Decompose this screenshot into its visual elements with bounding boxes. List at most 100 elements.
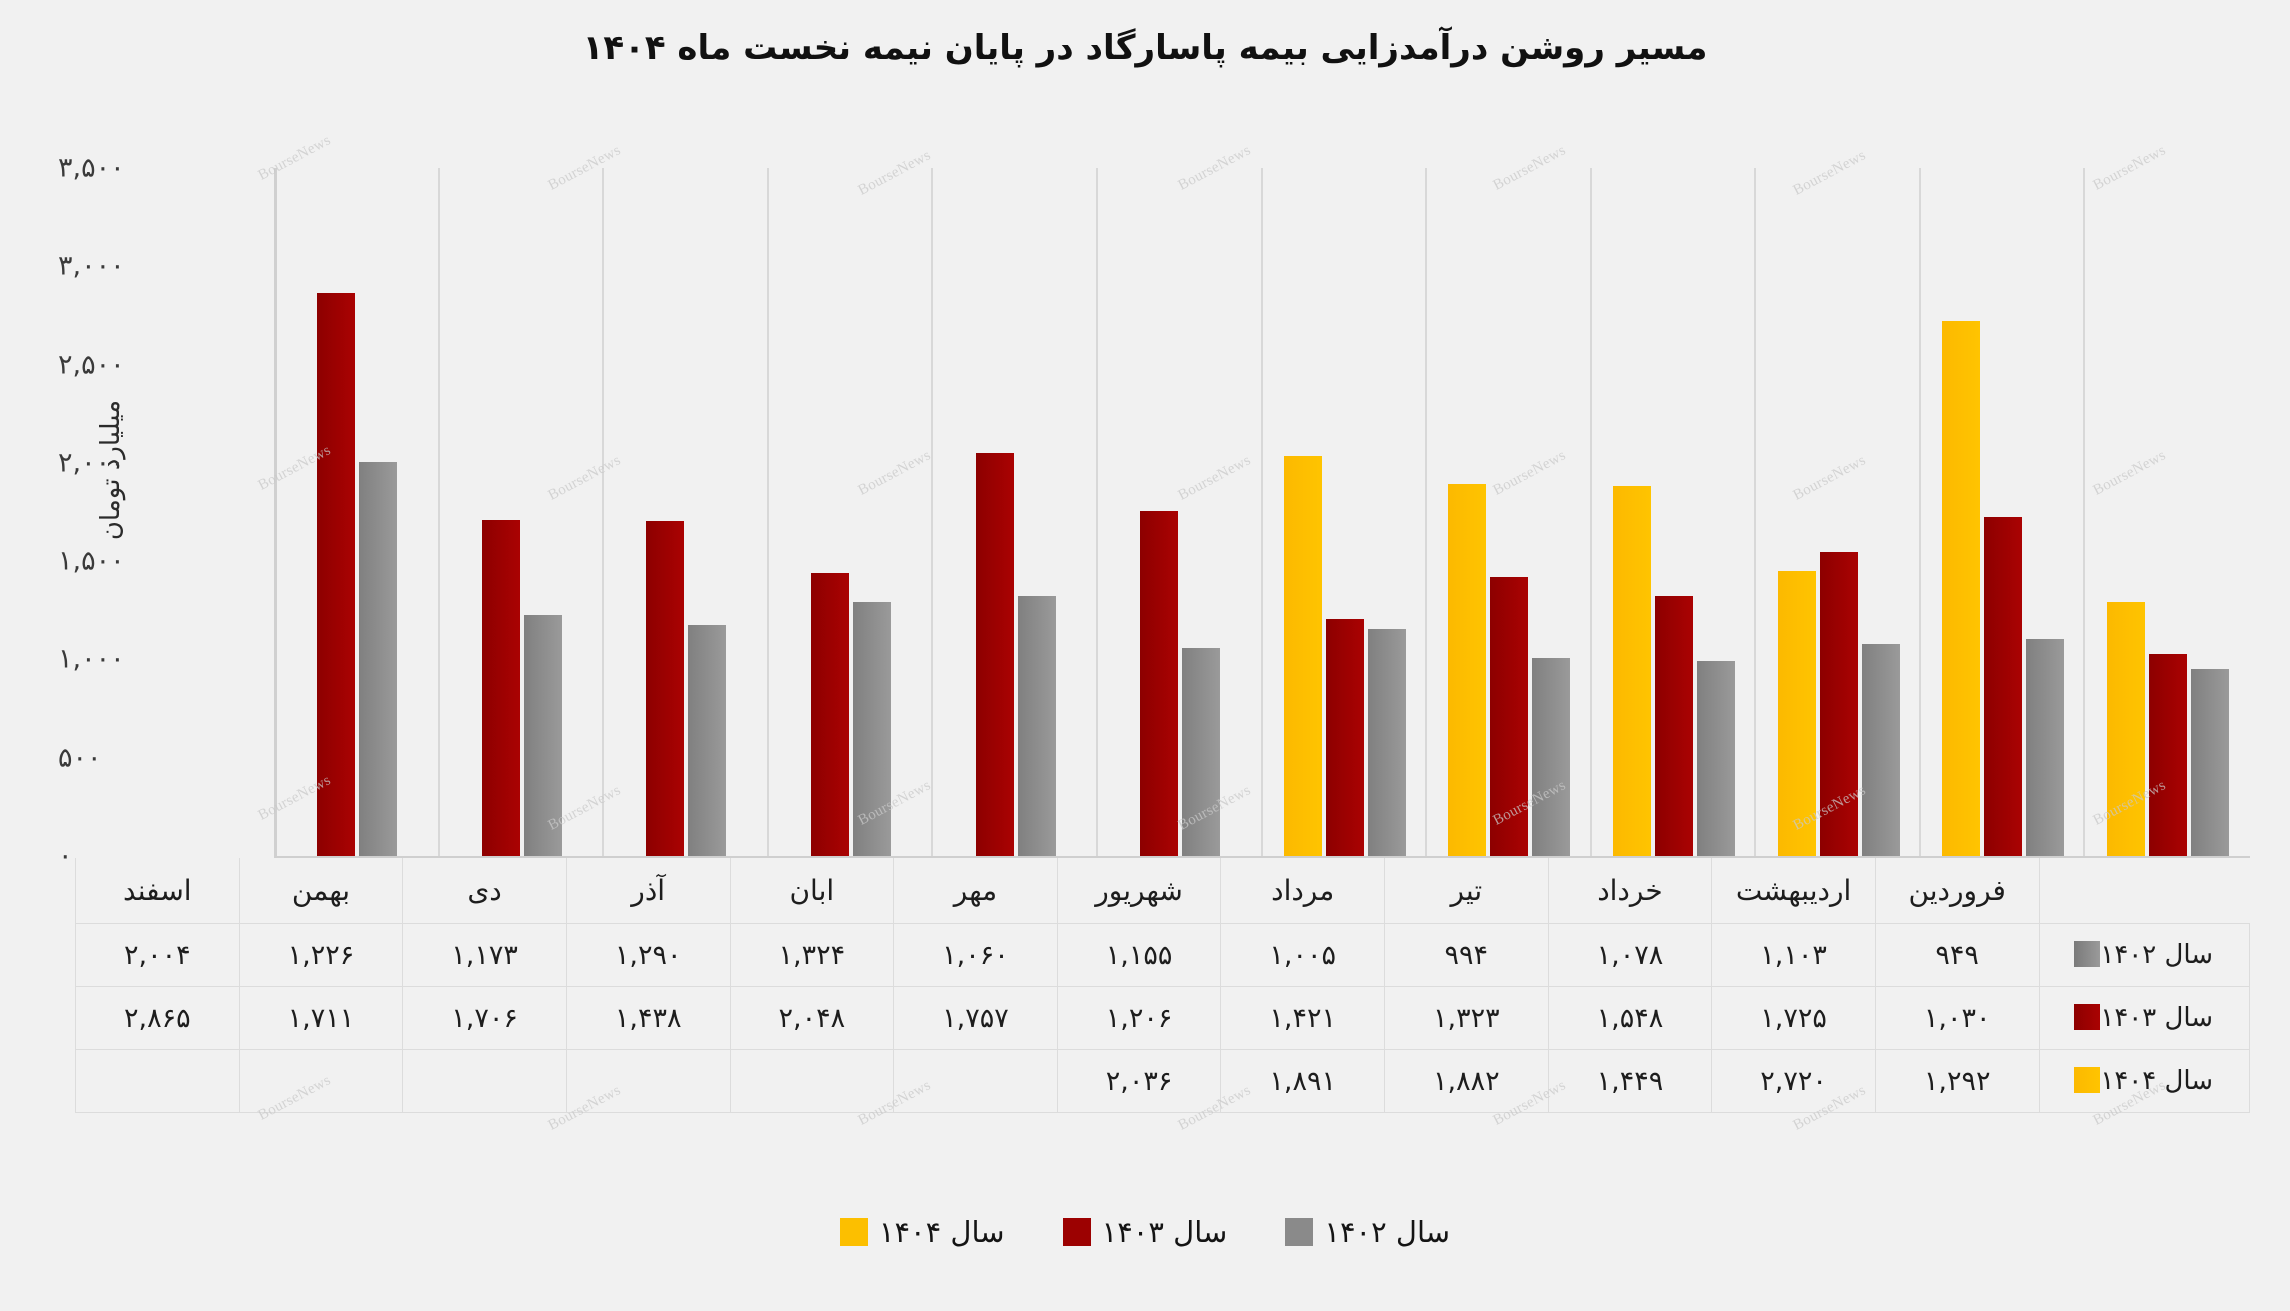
bar-2[interactable] [1942,321,1981,856]
table-cell: ۱,۳۲۳ [1384,986,1549,1050]
table-cell [238,1049,404,1113]
y-axis-tick-label: ۱,۰۰۰ [58,643,125,675]
bar-1[interactable] [481,519,520,856]
table-row-label-text: سال ۱۴۰۴ [2100,1066,2214,1096]
bar-1[interactable] [1490,576,1529,856]
table-cell: ۱,۳۲۴ [729,923,895,987]
bar-group [769,168,934,856]
bar-0[interactable] [1367,628,1406,856]
data-table: فروردین اردیبهشت خرداد تیر مرداد شهریور مهر ابا… [75,858,2250,1113]
y-axis-line [274,168,277,856]
legend-item[interactable]: سال ۱۴۰۳ [1062,1215,1228,1249]
table-cell: ۱,۱۷۳ [402,923,567,987]
y-axis-tick-label: ۵۰۰ [58,742,102,774]
table-cell: ۱,۱۰۳ [1711,923,1876,987]
bar-0[interactable] [2026,639,2065,856]
bar-0[interactable] [1861,644,1900,856]
page-title: مسیر روشن درآمدزایی بیمه پاسارگاد در پای… [582,28,1708,68]
color-swatch-icon [2074,1067,2101,1093]
bar-2[interactable] [2106,602,2145,856]
bar-0[interactable] [688,625,727,856]
bar-1[interactable] [1325,618,1364,856]
table-cell: ۲,۷۲۰ [1711,1049,1876,1113]
table-month-header-row: فروردین اردیبهشت خرداد تیر مرداد شهریور مهر ابا… [75,858,2250,924]
legend-label: سال ۱۴۰۴ [878,1215,1005,1249]
bar-0[interactable] [359,462,398,856]
bar-1[interactable] [975,453,1014,856]
bar-1[interactable] [317,292,356,856]
bar-0[interactable] [1017,595,1056,856]
bar-group [1756,168,1921,856]
column-separator [1754,168,1757,856]
y-axis-tick-label: ۰ [58,840,73,872]
x-axis-month-label: فروردین [1874,858,2040,924]
bar-group [1592,168,1757,856]
table-cell: ۱,۷۱۱ [238,986,404,1050]
x-axis-month-label: مهر [893,858,1058,924]
bar-0[interactable] [1532,658,1571,856]
bar-0[interactable] [853,602,892,856]
table-cell: ۱,۰۳۰ [1874,986,2040,1050]
table-cell: ۱,۲۹۰ [565,923,731,987]
bar-1[interactable] [1654,595,1693,856]
y-axis-tick-label: ۳,۵۰۰ [58,152,125,184]
bar-2[interactable] [1777,571,1816,856]
table-cell: ۱,۵۴۸ [1547,986,1713,1050]
legend-label: سال ۱۴۰۲ [1324,1215,1451,1249]
chart-legend: سال ۱۴۰۲ سال ۱۴۰۳ سال ۱۴۰۴ [0,1215,2290,1249]
table-cell: ۱,۴۴۹ [1547,1049,1713,1113]
table-cell: ۱,۷۵۷ [893,986,1058,1050]
column-separator [2083,168,2086,856]
bar-1[interactable] [811,573,850,856]
x-axis-month-label: اردیبهشت [1711,858,1876,924]
bar-1[interactable] [2148,653,2187,856]
table-cell: ۱,۷۰۶ [402,986,567,1050]
column-separator [766,168,769,856]
table-cell: ۹۴۹ [1874,923,2040,987]
color-swatch-icon [2074,1004,2101,1030]
bar-group [1263,168,1428,856]
table-cell [565,1049,731,1113]
column-separator [1589,168,1592,856]
bar-group [933,168,1098,856]
x-axis-month-label: تیر [1384,858,1549,924]
legend-label: سال ۱۴۰۳ [1101,1215,1228,1249]
table-cell [893,1049,1058,1113]
table-cell [75,1049,240,1113]
bar-1[interactable] [1984,516,2023,856]
bar-1[interactable] [646,520,685,856]
column-separator [1260,168,1263,856]
table-cell: ۱,۰۷۸ [1547,923,1713,987]
table-cell: ۹۹۴ [1384,923,1549,987]
table-cell: ۱,۲۲۶ [238,923,404,987]
table-cell: ۲,۰۴۸ [729,986,895,1050]
table-cell: ۲,۰۰۴ [75,923,240,987]
color-swatch-icon [1285,1218,1314,1246]
bar-group [440,168,605,856]
bar-2[interactable] [1448,484,1487,856]
y-axis-tick-label: ۲,۰۰۰ [58,447,125,479]
legend-item[interactable]: سال ۱۴۰۲ [1285,1215,1450,1249]
bar-group [2085,168,2250,856]
bar-group [1427,168,1592,856]
bar-0[interactable] [523,615,562,856]
table-row: سال ۱۴۰۲ ۹۴۹ ۱,۱۰۳ ۱,۰۷۸ ۹۹۴ ۱,۰۰۵ ۱,۱۵۵ ۱,۰۶۰ ۱… [75,923,2250,987]
bar-1[interactable] [1819,551,1858,856]
bar-2[interactable] [1283,455,1322,856]
table-cell: ۱,۷۲۵ [1711,986,1876,1050]
table-cell: ۲,۸۶۵ [75,986,240,1050]
table-cell: ۲,۰۳۶ [1056,1049,1222,1113]
column-separator [437,168,440,856]
legend-item[interactable]: سال ۱۴۰۴ [839,1215,1005,1249]
color-swatch-icon [1062,1218,1091,1246]
bar-group [275,168,440,856]
bar-2[interactable] [1612,486,1651,856]
bar-0[interactable] [1182,647,1221,856]
bar-0[interactable] [1696,660,1735,856]
bar-0[interactable] [2190,669,2229,856]
x-axis-month-label: بهمن [238,858,404,924]
bar-1[interactable] [1140,510,1179,856]
plot-area [275,168,2250,856]
x-axis-month-label: ابان [729,858,895,924]
